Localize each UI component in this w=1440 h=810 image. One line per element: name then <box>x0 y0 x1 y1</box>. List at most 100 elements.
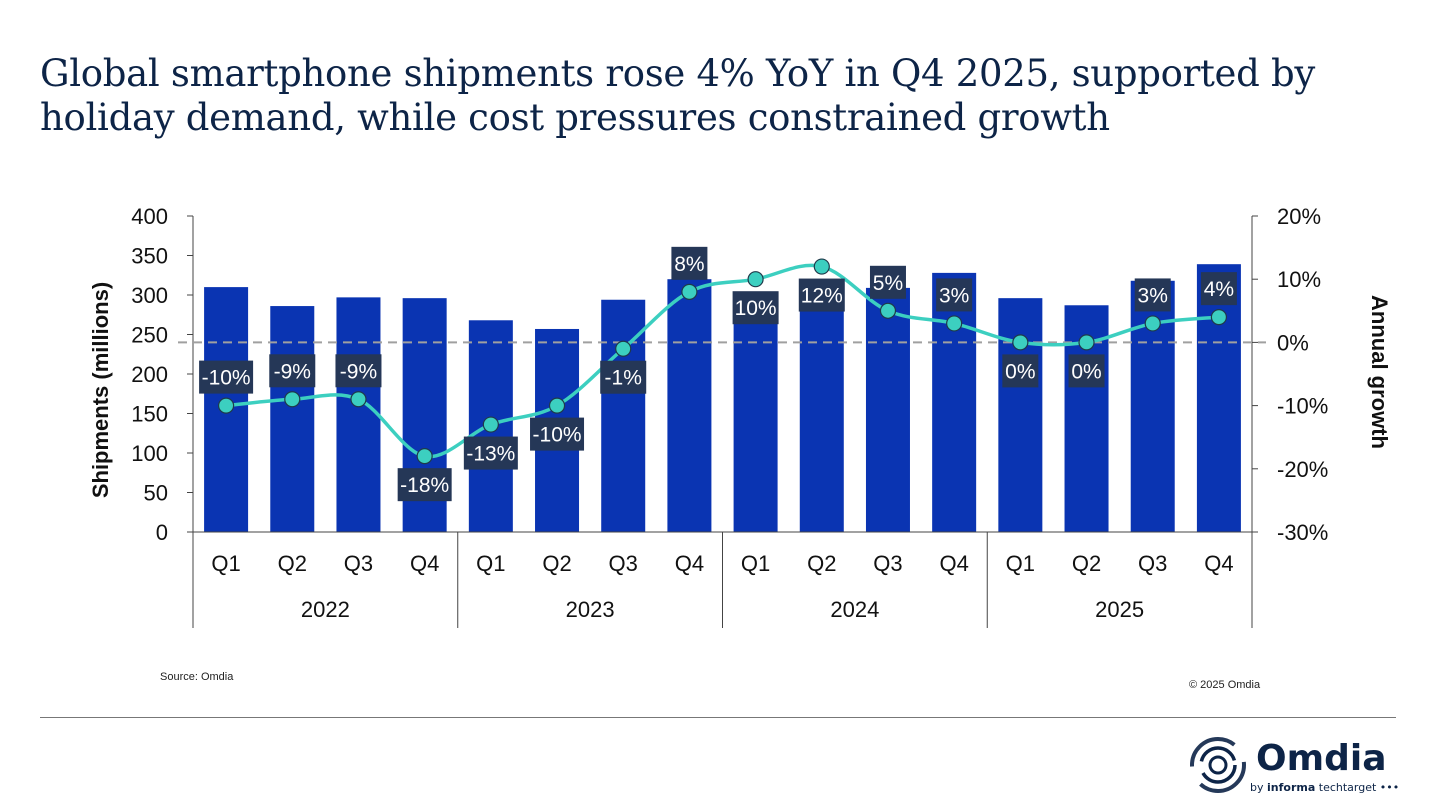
svg-text:by informa techtarget •••: by informa techtarget ••• <box>1250 781 1399 794</box>
x-tick-label: Q3 <box>873 551 902 576</box>
x-tick-label: Q1 <box>741 551 770 576</box>
x-tick-label: Q4 <box>675 551 704 576</box>
right-tick-label: 10% <box>1277 267 1321 292</box>
growth-point <box>813 258 830 275</box>
left-tick-label: 250 <box>131 323 168 348</box>
right-tick-label: -20% <box>1277 457 1328 482</box>
bar <box>733 298 778 532</box>
growth-point <box>284 391 301 408</box>
growth-point <box>482 416 499 433</box>
data-label-box <box>798 278 845 312</box>
copyright-note: © 2025 Omdia <box>1189 679 1261 691</box>
x-tick-label: Q4 <box>410 551 439 576</box>
data-label-box <box>335 354 382 388</box>
growth-point <box>1078 334 1095 351</box>
bar <box>601 299 646 532</box>
right-tick-label: -10% <box>1277 394 1328 419</box>
growth-point <box>879 302 897 319</box>
left-tick-label: 200 <box>131 362 168 387</box>
svg-text:Omdia: Omdia <box>1256 738 1387 779</box>
data-label: 3% <box>1138 284 1168 307</box>
data-label-box <box>671 246 708 280</box>
x-tick-label: Q1 <box>1006 551 1035 576</box>
data-label-box <box>600 360 647 394</box>
x-tick-label: Q4 <box>1204 551 1233 576</box>
x-tick-label: Q2 <box>807 551 836 576</box>
source-note: Source: Omdia <box>160 671 234 683</box>
right-axis-title: Annual growth <box>1367 295 1392 449</box>
bar <box>667 279 712 532</box>
data-label: 0% <box>1071 360 1101 383</box>
left-tick-label: 400 <box>131 204 168 229</box>
x-tick-label: Q1 <box>476 551 505 576</box>
x-tick-label: Q2 <box>542 551 571 576</box>
right-tick-label: 20% <box>1277 204 1321 229</box>
left-axis-title: Shipments (millions) <box>88 282 113 498</box>
chart-title: Global smartphone shipments rose 4% YoY … <box>40 52 1315 139</box>
data-label: -9% <box>274 360 311 383</box>
data-label-box <box>869 265 906 299</box>
data-label: 3% <box>939 284 969 307</box>
footer-divider <box>40 717 1396 718</box>
data-label-box <box>1134 278 1171 312</box>
data-label: -10% <box>533 424 582 447</box>
x-tick-label: Q4 <box>939 551 968 576</box>
growth-point <box>1144 315 1161 332</box>
growth-point <box>548 397 566 414</box>
left-tick-label: 150 <box>131 402 168 427</box>
bar <box>336 297 381 532</box>
data-label-box <box>530 417 585 451</box>
bar <box>1196 264 1241 532</box>
data-label-box <box>732 291 779 325</box>
data-label-box <box>199 360 254 394</box>
year-label: 2024 <box>830 597 879 622</box>
growth-point <box>350 391 367 408</box>
data-label-box <box>936 278 973 312</box>
data-label: -10% <box>202 367 251 390</box>
bar <box>865 287 910 532</box>
x-tick-label: Q3 <box>344 551 373 576</box>
data-label: 12% <box>801 285 843 308</box>
year-label: 2023 <box>566 597 615 622</box>
growth-point <box>747 271 764 288</box>
data-label: -18% <box>400 474 449 497</box>
growth-point <box>1012 334 1029 351</box>
combo-chart: 0 50 100 150 200 250 300 350 400 -30% -20% -10% 0% 10… <box>88 204 1392 628</box>
right-tick-label: -30% <box>1277 520 1328 545</box>
data-label-box <box>1200 272 1237 306</box>
data-label-box <box>463 436 518 470</box>
data-label: 0% <box>1005 360 1035 383</box>
omdia-logo: Omdia by informa techtarget ••• <box>1190 737 1399 794</box>
left-tick-label: 350 <box>131 244 168 269</box>
data-label: -9% <box>340 360 377 383</box>
growth-point <box>1210 309 1228 326</box>
x-tick-label: Q3 <box>609 551 638 576</box>
left-tick-label: 300 <box>131 283 168 308</box>
growth-point <box>946 315 963 332</box>
bar <box>799 304 844 532</box>
data-label-box <box>269 354 316 388</box>
data-label: 5% <box>873 272 903 295</box>
growth-point <box>615 340 632 357</box>
omdia-logo-icon <box>1190 737 1246 793</box>
growth-point <box>681 283 698 300</box>
left-tick-label: 100 <box>131 441 168 466</box>
data-label: 10% <box>735 297 777 320</box>
data-label-box <box>1002 354 1039 388</box>
bar <box>270 306 315 532</box>
data-label: 4% <box>1204 278 1234 301</box>
data-label: -13% <box>466 443 515 466</box>
right-tick-label: 0% <box>1277 330 1309 355</box>
data-label: -1% <box>605 367 642 390</box>
year-label: 2025 <box>1095 597 1144 622</box>
growth-point <box>416 448 433 465</box>
bar <box>998 298 1043 532</box>
x-tick-label: Q1 <box>211 551 240 576</box>
data-label: 8% <box>674 253 704 276</box>
left-tick-label: 50 <box>144 481 168 506</box>
bar <box>932 272 977 532</box>
x-tick-label: Q3 <box>1138 551 1167 576</box>
x-tick-label: Q2 <box>1072 551 1101 576</box>
left-tick-label: 0 <box>156 520 168 545</box>
data-label-box <box>1068 354 1105 388</box>
